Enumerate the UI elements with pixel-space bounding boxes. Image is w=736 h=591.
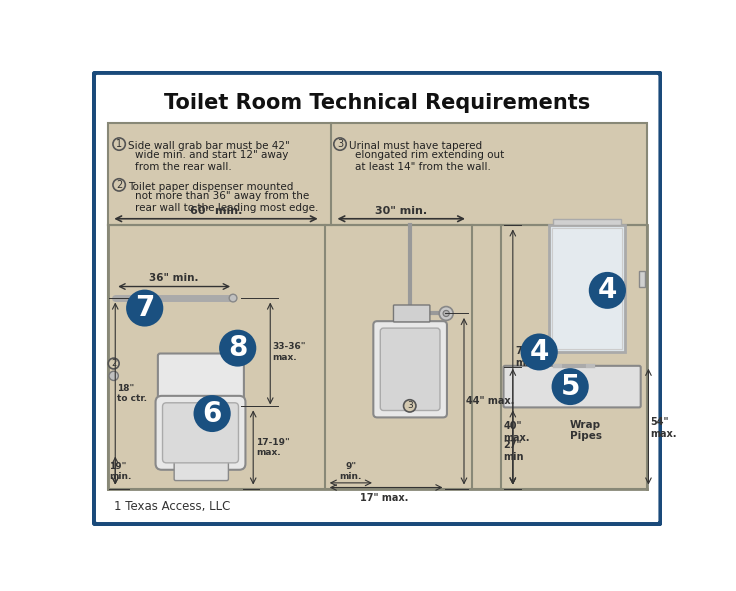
Text: 8: 8	[228, 334, 247, 362]
Text: 1 Texas Access, LLC: 1 Texas Access, LLC	[113, 500, 230, 513]
Circle shape	[439, 307, 453, 320]
Circle shape	[551, 368, 589, 405]
Text: 2: 2	[111, 359, 116, 368]
FancyBboxPatch shape	[373, 321, 447, 417]
Circle shape	[113, 178, 125, 191]
FancyBboxPatch shape	[174, 460, 228, 480]
Circle shape	[219, 330, 256, 366]
Circle shape	[113, 138, 125, 150]
Text: 44" max.: 44" max.	[467, 396, 514, 406]
Text: 60" min.: 60" min.	[190, 206, 242, 216]
Bar	[553, 219, 621, 225]
Text: elongated rim extending out
at least 14" from the wall.: elongated rim extending out at least 14"…	[355, 150, 505, 172]
Text: 3: 3	[407, 401, 413, 410]
Text: 2: 2	[116, 180, 122, 190]
Bar	[639, 271, 645, 287]
Circle shape	[194, 395, 230, 432]
Circle shape	[403, 400, 416, 412]
Text: 30" min.: 30" min.	[375, 206, 428, 216]
Text: 7: 7	[135, 294, 155, 322]
Text: 6: 6	[202, 400, 222, 427]
Text: 3: 3	[337, 139, 343, 149]
Text: 33-36"
max.: 33-36" max.	[272, 342, 306, 362]
Circle shape	[443, 310, 449, 317]
Text: Toilet Room Technical Requirements: Toilet Room Technical Requirements	[164, 93, 590, 113]
Bar	[107, 124, 647, 489]
Text: wide min. and start 12" away
from the rear wall.: wide min. and start 12" away from the re…	[135, 150, 288, 172]
Text: 17" max.: 17" max.	[360, 493, 408, 503]
Text: 17-19"
max.: 17-19" max.	[256, 438, 290, 457]
Text: 27"
min: 27" min	[503, 440, 524, 462]
Text: 5: 5	[560, 372, 580, 401]
FancyBboxPatch shape	[503, 366, 641, 407]
Circle shape	[126, 290, 163, 327]
Text: 40"
max.: 40" max.	[503, 421, 530, 443]
Circle shape	[109, 371, 118, 381]
Circle shape	[589, 272, 626, 309]
Text: not more than 36" away from the
rear wall to the leading most edge.: not more than 36" away from the rear wal…	[135, 191, 318, 213]
Text: Side wall grab bar must be 42": Side wall grab bar must be 42"	[128, 141, 290, 151]
Bar	[552, 228, 622, 349]
Text: 19"
min.: 19" min.	[109, 462, 132, 481]
Text: 4: 4	[529, 338, 549, 366]
Text: Urinal must have tapered: Urinal must have tapered	[350, 141, 482, 151]
FancyBboxPatch shape	[381, 328, 440, 411]
Text: 36" min.: 36" min.	[149, 274, 199, 284]
FancyBboxPatch shape	[155, 396, 245, 470]
Circle shape	[334, 138, 346, 150]
Circle shape	[520, 333, 558, 371]
FancyBboxPatch shape	[93, 73, 661, 524]
Text: 4: 4	[598, 277, 617, 304]
Circle shape	[229, 294, 237, 302]
FancyBboxPatch shape	[158, 353, 244, 408]
Text: 54"
max.: 54" max.	[650, 417, 676, 439]
FancyBboxPatch shape	[163, 403, 238, 463]
Circle shape	[108, 358, 119, 369]
Text: 74"
min.: 74" min.	[515, 346, 539, 368]
Text: Toilet paper dispenser mounted: Toilet paper dispenser mounted	[128, 182, 294, 192]
FancyBboxPatch shape	[394, 305, 430, 322]
Text: 9"
min.: 9" min.	[339, 462, 362, 481]
Bar	[549, 225, 625, 352]
Text: 1: 1	[116, 139, 122, 149]
Text: 18"
to ctr.: 18" to ctr.	[117, 384, 146, 403]
Text: Wrap
Pipes: Wrap Pipes	[570, 420, 601, 441]
